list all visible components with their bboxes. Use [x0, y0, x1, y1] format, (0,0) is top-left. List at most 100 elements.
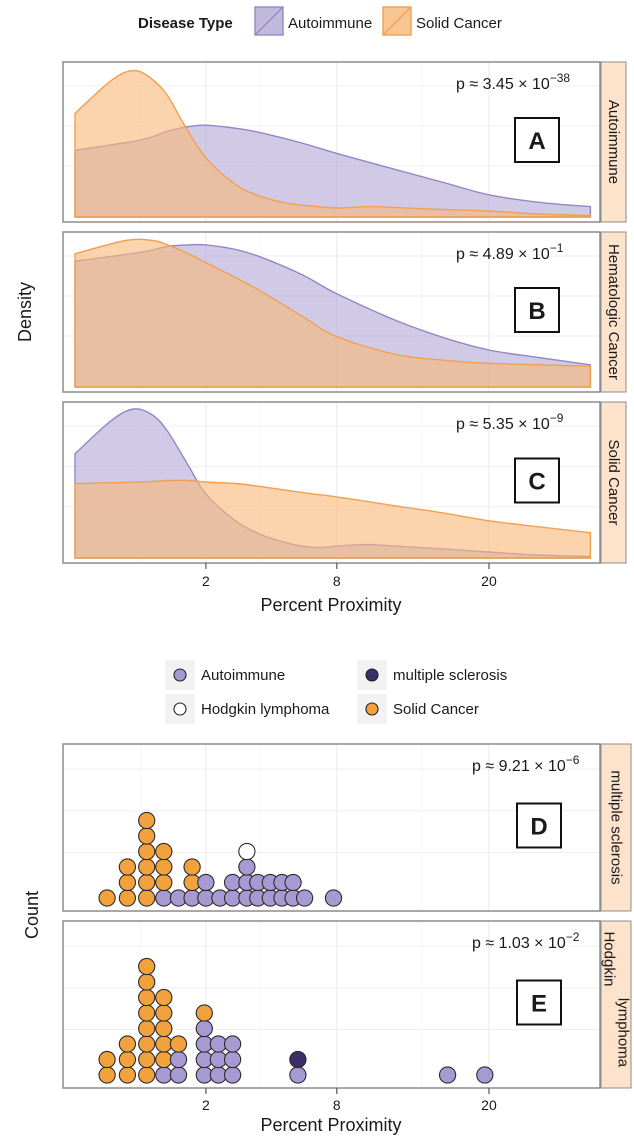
- density-panel-b: p ≈ 4.89 × 10−1 B Hematologic Cancer: [62, 231, 627, 393]
- legend-key-line: [382, 6, 412, 36]
- dot-solid-cancer: [138, 957, 156, 976]
- facet-strip: [600, 61, 627, 223]
- density-legend: Disease Type Autoimmune Solid Cancer: [138, 6, 502, 36]
- dot-solid-cancer: [138, 1035, 156, 1053]
- y-axis-label: Count: [22, 891, 42, 939]
- panel-letter-box: [516, 802, 562, 849]
- dot-solid-cancer: [118, 873, 137, 892]
- dot-solid-cancer: [138, 827, 156, 845]
- dot-autoimmune: [476, 1066, 494, 1084]
- p-value-label: p ≈ 1.03 × 10−2: [472, 930, 580, 952]
- p-value-label: p ≈ 9.21 × 10−6: [472, 753, 580, 775]
- p-value-exponent: −38: [550, 71, 571, 85]
- facet-strip-label: Hodgkin: [601, 931, 618, 986]
- facet-strip: [600, 743, 632, 912]
- dot-solid-cancer: [155, 858, 173, 876]
- density-area-solid-cancer: [74, 238, 592, 388]
- dotplot-panel-d: p ≈ 9.21 × 10−6 D multiple sclerosis: [62, 743, 632, 912]
- panel-letter-box: [516, 979, 562, 1026]
- legend-entry: Solid Cancer: [382, 6, 502, 36]
- dotplot-panel-e: p ≈ 1.03 × 10−2 E Hodgkin lymphoma: [62, 920, 632, 1089]
- dot-solid-cancer: [118, 1035, 137, 1053]
- x-tick-label: 20: [481, 573, 497, 589]
- dotplot-chart: p ≈ 9.21 × 10−6 D multiple sclerosis p ≈ 1.…: [22, 743, 632, 1135]
- facet-strip-label: Autoimmune: [605, 100, 622, 184]
- x-axis-label: Percent Proximity: [260, 1115, 401, 1135]
- dot-solid-cancer: [138, 1050, 156, 1069]
- dot-solid-cancer: [155, 1019, 173, 1038]
- dot-solid-cancer: [183, 858, 201, 876]
- dot-solid-cancer: [155, 988, 173, 1007]
- facet-strip: [600, 401, 627, 564]
- legend-entry: multiple sclerosis: [357, 660, 507, 690]
- facet-strip: [600, 231, 627, 393]
- dot-solid-cancer: [138, 889, 156, 907]
- panel-letter-box: [514, 117, 560, 163]
- x-tick-label: 8: [333, 1097, 341, 1113]
- dot-autoimmune: [238, 858, 256, 876]
- p-value-label: p ≈ 4.89 × 10−1: [456, 241, 564, 263]
- x-tick-label: 20: [481, 1097, 497, 1113]
- legend-key-dot: [173, 668, 187, 682]
- dot-solid-cancer: [138, 858, 156, 876]
- dot-solid-cancer: [195, 1004, 213, 1022]
- dot-solid-cancer: [169, 1035, 188, 1053]
- dot-multiple-sclerosis: [289, 1050, 307, 1069]
- legend-label: Solid Cancer: [393, 701, 479, 718]
- dot-solid-cancer: [138, 973, 156, 991]
- p-value-exponent: −2: [566, 930, 580, 944]
- p-value-exponent: −6: [566, 753, 580, 767]
- dot-autoimmune: [289, 1066, 307, 1084]
- dot-solid-cancer: [155, 842, 173, 861]
- p-value-label: p ≈ 3.45 × 10−38: [456, 71, 570, 93]
- p-value-exponent: −1: [550, 241, 564, 255]
- panel-letter: B: [528, 298, 545, 325]
- dot-autoimmune: [197, 873, 215, 892]
- y-axis-label: Density: [15, 282, 35, 342]
- dot-solid-cancer: [138, 1066, 156, 1084]
- dot-autoimmune: [284, 873, 302, 892]
- dot-solid-cancer: [155, 873, 173, 892]
- dot-autoimmune: [438, 1066, 457, 1084]
- legend-entry: Autoimmune: [254, 6, 372, 36]
- facet-strip-label: Hematologic Cancer: [605, 244, 622, 380]
- dot-solid-cancer: [138, 811, 156, 830]
- panel-letter-box: [514, 457, 560, 504]
- density-panel-a: p ≈ 3.45 × 10−38 A Autoimmune: [62, 61, 627, 223]
- dot-autoimmune: [223, 1066, 242, 1084]
- dot-solid-cancer: [98, 1066, 116, 1084]
- dot-solid-cancer: [118, 1066, 137, 1084]
- x-axis-label: Percent Proximity: [260, 595, 401, 615]
- legend-label: Autoimmune: [201, 667, 285, 684]
- panel-letter: E: [531, 991, 547, 1018]
- dot-autoimmune: [169, 1066, 188, 1084]
- density-chart: p ≈ 3.45 × 10−38 A Autoimmune p ≈ 4.89 × 10…: [15, 61, 627, 615]
- density-x-axis: 2 8 20 Percent Proximity: [202, 563, 497, 615]
- dot-solid-cancer: [155, 1050, 173, 1069]
- dot-solid-cancer: [138, 1019, 156, 1038]
- p-value-label: p ≈ 5.35 × 10−9: [456, 411, 564, 433]
- dot-autoimmune: [155, 1066, 173, 1084]
- dot-autoimmune: [155, 889, 173, 907]
- dot-solid-cancer: [118, 1050, 137, 1069]
- legend-key-line: [254, 6, 284, 36]
- legend-entry: Hodgkin lymphoma: [165, 694, 330, 724]
- density-panel-c: p ≈ 5.35 × 10−9 C Solid Cancer: [62, 401, 627, 564]
- panel-letter: D: [530, 814, 547, 841]
- dot-solid-cancer: [155, 1004, 173, 1022]
- legend-entry: Autoimmune: [165, 660, 285, 690]
- dot-solid-cancer: [118, 858, 137, 876]
- legend-key-dot: [173, 702, 187, 716]
- dot-autoimmune: [195, 1019, 213, 1038]
- density-area-solid-cancer: [74, 69, 592, 218]
- x-tick-label: 2: [202, 573, 210, 589]
- legend-label: Solid Cancer: [416, 15, 502, 32]
- dot-solid-cancer: [138, 988, 156, 1007]
- panel-letter-box: [514, 287, 560, 333]
- facet-strip-label: lymphoma: [615, 998, 632, 1068]
- dot-autoimmune: [324, 889, 343, 907]
- dot-solid-cancer: [98, 889, 116, 907]
- facet-strip: [600, 920, 632, 1089]
- dot-hodgkin-lymphoma: [238, 842, 256, 861]
